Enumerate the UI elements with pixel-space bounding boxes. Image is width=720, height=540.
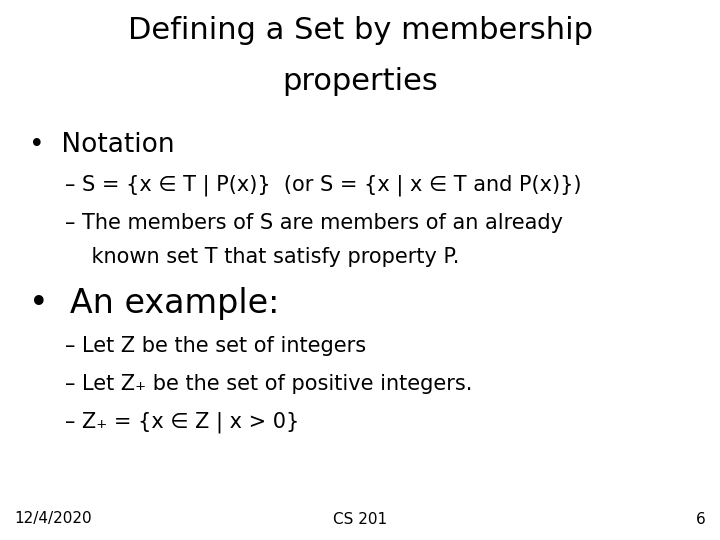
Text: – The members of S are members of an already: – The members of S are members of an alr… [65, 213, 563, 233]
Text: – S = {x ∈ T | P(x)}  (or S = {x | x ∈ T and P(x)}): – S = {x ∈ T | P(x)} (or S = {x | x ∈ T … [65, 175, 581, 197]
Text: properties: properties [282, 68, 438, 97]
Text: – Let Z be the set of integers: – Let Z be the set of integers [65, 336, 366, 356]
Text: CS 201: CS 201 [333, 511, 387, 526]
Text: known set T that satisfy property P.: known set T that satisfy property P. [65, 247, 459, 267]
Text: Defining a Set by membership: Defining a Set by membership [127, 16, 593, 45]
Text: 6: 6 [696, 511, 706, 526]
Text: – Let Z₊ be the set of positive integers.: – Let Z₊ be the set of positive integers… [65, 374, 472, 394]
Text: 12/4/2020: 12/4/2020 [14, 511, 92, 526]
Text: •  An example:: • An example: [29, 287, 279, 320]
Text: •  Notation: • Notation [29, 132, 174, 158]
Text: – Z₊ = {x ∈ Z | x > 0}: – Z₊ = {x ∈ Z | x > 0} [65, 411, 299, 433]
